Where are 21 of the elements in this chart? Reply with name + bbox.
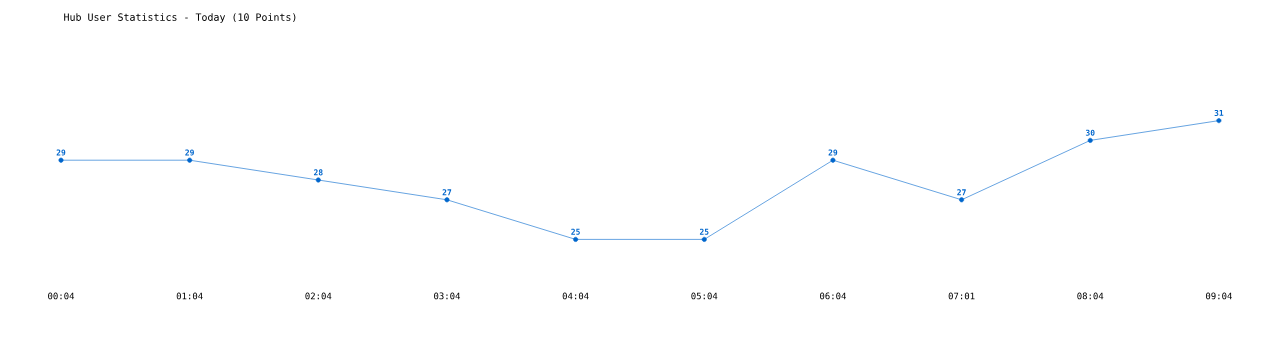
x-tick-label: 04:04	[562, 292, 589, 300]
x-tick-label: 03:04	[434, 292, 461, 300]
x-tick-label: 05:04	[691, 292, 718, 300]
x-tick-label: 02:04	[305, 292, 332, 300]
point	[701, 236, 707, 242]
point	[959, 197, 965, 203]
x-tick-label: 08:04	[1077, 292, 1104, 300]
point	[830, 157, 836, 163]
x-tick-label: 01:04	[176, 292, 203, 300]
chart-title: Hub User Statistics - Today (10 Points)	[64, 13, 296, 23]
point	[1087, 137, 1093, 143]
point	[187, 157, 193, 163]
x-tick-label: 07:01	[948, 292, 975, 300]
x-tick-label: 09:04	[1205, 292, 1232, 300]
point	[573, 236, 579, 242]
x-tick-label: 00:04	[48, 292, 75, 300]
x-tick-label: 06:04	[820, 292, 846, 300]
point	[58, 157, 64, 163]
point	[444, 197, 450, 203]
point	[1216, 118, 1222, 124]
point	[315, 177, 321, 183]
